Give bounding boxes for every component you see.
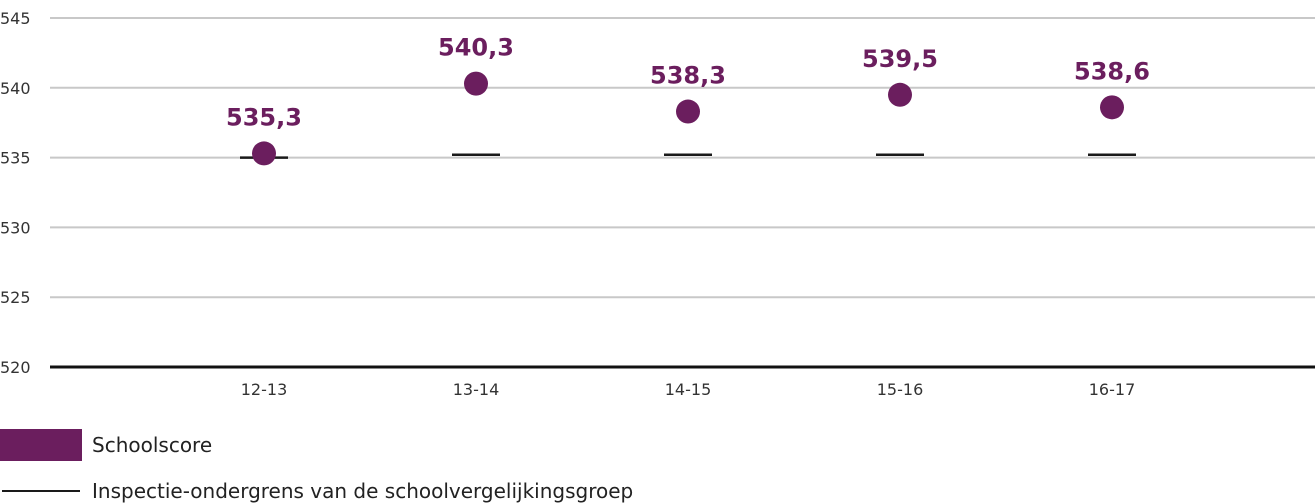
- legend-item-schoolscore: Schoolscore: [0, 428, 1300, 462]
- x-tick-label: 14-15: [665, 380, 712, 399]
- legend-label-ondergrens: Inspectie-ondergrens van de schoolvergel…: [92, 479, 634, 503]
- data-labels: 535,3 540,3 538,3 539,5 538,6: [226, 34, 1150, 132]
- data-label: 538,3: [650, 62, 726, 90]
- y-tick-label: 545: [0, 9, 31, 28]
- x-tick-label: 12-13: [241, 380, 288, 399]
- data-label: 540,3: [438, 34, 514, 62]
- y-tick-label: 525: [0, 288, 31, 307]
- x-tick-label: 15-16: [877, 380, 924, 399]
- data-point: [676, 99, 700, 124]
- legend-label-schoolscore: Schoolscore: [92, 433, 213, 457]
- data-label: 535,3: [226, 103, 302, 131]
- data-point: [464, 71, 488, 96]
- data-point: [1100, 95, 1124, 120]
- data-label: 538,6: [1074, 57, 1150, 85]
- y-axis-tick-labels: 520 525 530 535 540 545: [0, 9, 31, 377]
- y-tick-label: 535: [0, 149, 31, 168]
- x-axis-tick-labels: 12-13 13-14 14-15 15-16 16-17: [241, 380, 1136, 399]
- data-label: 539,5: [862, 45, 938, 73]
- legend-swatch-ondergrens: [2, 490, 80, 492]
- data-point: [888, 82, 912, 107]
- y-tick-label: 520: [0, 358, 31, 377]
- x-tick-label: 16-17: [1089, 380, 1136, 399]
- legend-item-ondergrens: Inspectie-ondergrens van de schoolvergel…: [0, 478, 1300, 504]
- data-point: [252, 141, 276, 166]
- legend-swatch-schoolscore: [0, 429, 82, 461]
- x-tick-label: 13-14: [453, 380, 500, 399]
- schoolscore-series: [252, 71, 1124, 166]
- y-tick-label: 540: [0, 79, 31, 98]
- y-tick-label: 530: [0, 218, 31, 237]
